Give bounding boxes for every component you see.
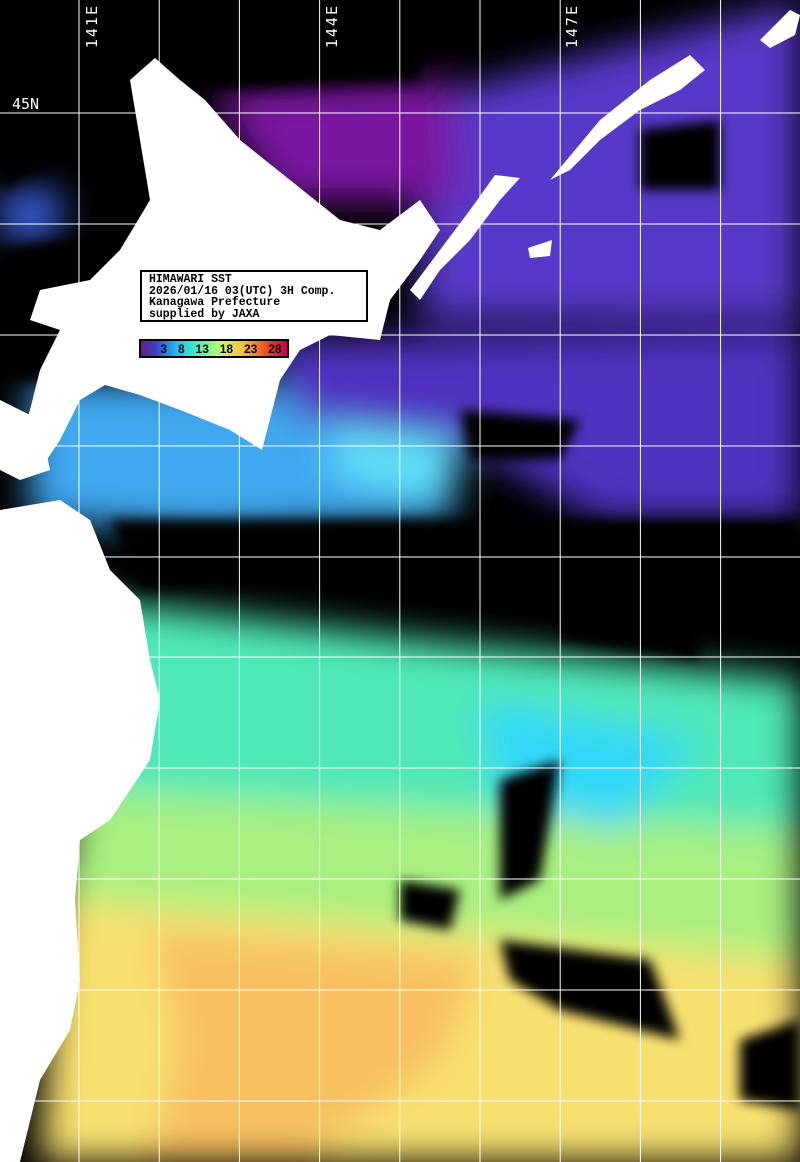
warm-core (150, 930, 480, 1162)
scale-tick: 13 (195, 341, 209, 356)
lat-label-45n: 45N (12, 95, 40, 113)
lon-label-141e: 141E (83, 4, 101, 49)
etorofu (550, 55, 705, 180)
oshima-peninsula (0, 400, 50, 480)
lon-label-147e: 147E (563, 4, 581, 49)
scale-tick: 18 (219, 341, 234, 356)
hokkaido (20, 58, 440, 470)
info-organization: Kanagawa Prefecture (149, 296, 281, 309)
info-box: HIMAWARI SST 2026/01/16 03(UTC) 3H Comp.… (140, 270, 368, 322)
lon-label-144e: 144E (323, 4, 341, 49)
info-credit: supplied by JAXA (149, 307, 260, 321)
info-datetime: 2026/01/16 03(UTC) 3H Comp. (149, 284, 336, 298)
scale-tick: 28 (268, 341, 282, 356)
land (0, 10, 800, 1162)
scale-tick: 23 (243, 341, 258, 356)
west-blue-water (0, 190, 60, 240)
color-scale-bar: 3 8 13 18 23 28 (139, 339, 289, 358)
honshu (0, 500, 160, 1162)
kunashiri (410, 175, 520, 300)
okhotsk-water (420, 0, 800, 320)
urup (760, 10, 800, 48)
shikotan (528, 240, 552, 258)
scale-tick: 3 (160, 341, 168, 356)
scale-tick: 8 (177, 341, 185, 356)
info-title: HIMAWARI SST (149, 273, 232, 286)
